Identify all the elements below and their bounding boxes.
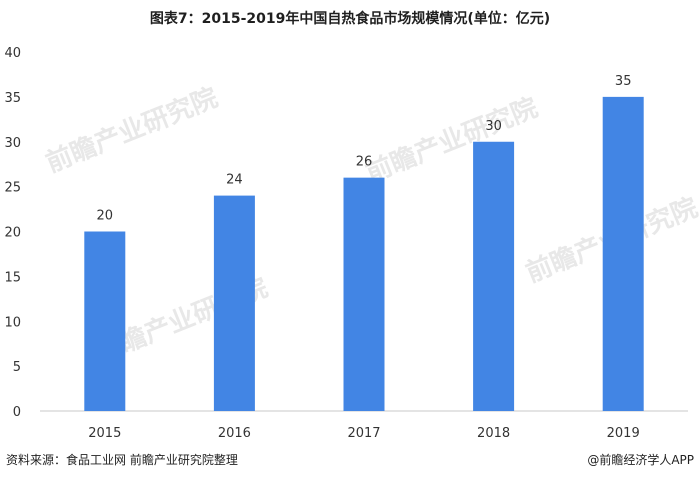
x-tick-label: 2015 — [88, 426, 121, 441]
data-label: 30 — [485, 119, 502, 134]
brand-note: @前瞻经济学人APP — [587, 453, 694, 467]
bar — [602, 96, 644, 411]
y-tick-label: 40 — [4, 46, 21, 61]
y-tick-label: 25 — [4, 181, 21, 196]
bar — [473, 141, 515, 411]
data-label: 35 — [615, 74, 632, 89]
x-tick-label: 2018 — [477, 426, 510, 441]
y-tick-label: 20 — [4, 226, 21, 241]
chart-title: 图表7：2015-2019年中国自热食品市场规模情况(单位：亿元) — [149, 11, 551, 27]
y-tick-label: 0 — [13, 405, 21, 420]
y-tick-label: 15 — [4, 270, 21, 285]
data-label: 24 — [226, 173, 243, 188]
y-tick-label: 35 — [4, 91, 21, 106]
x-tick-label: 2019 — [607, 426, 640, 441]
x-tick-label: 2017 — [347, 426, 380, 441]
data-label: 20 — [97, 209, 114, 224]
x-tick-label: 2016 — [218, 426, 251, 441]
source-note: 资料来源：食品工业网 前瞻产业研究院整理 — [6, 453, 238, 467]
y-tick-label: 10 — [4, 315, 21, 330]
bar — [343, 177, 385, 411]
y-tick-label: 30 — [4, 136, 21, 151]
data-label: 26 — [356, 155, 373, 170]
bar — [213, 195, 255, 411]
y-tick-label: 5 — [13, 360, 21, 375]
bar — [84, 231, 126, 411]
